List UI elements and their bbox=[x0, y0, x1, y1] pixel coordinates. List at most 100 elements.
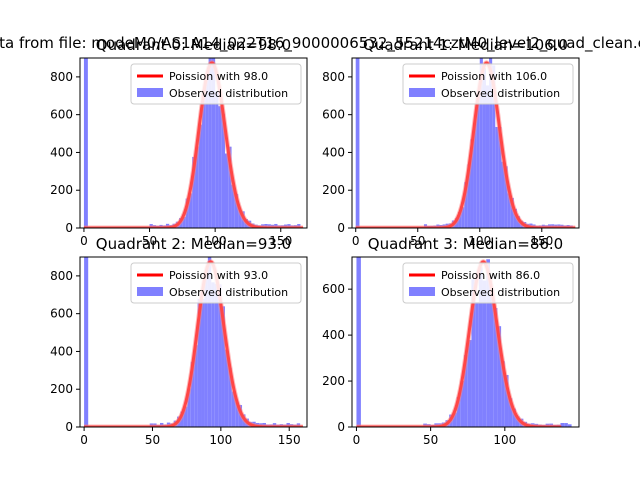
legend-hist-swatch bbox=[137, 88, 163, 97]
hist-bar bbox=[194, 345, 198, 427]
hist-bar bbox=[458, 211, 462, 228]
legend-hist-label: Observed distribution bbox=[441, 87, 560, 100]
axes-frame bbox=[351, 57, 580, 229]
hist-bar bbox=[467, 164, 471, 228]
hist-bar bbox=[493, 308, 498, 427]
hist-bar bbox=[201, 299, 205, 427]
hist-bar bbox=[221, 306, 225, 427]
hist-bar bbox=[495, 126, 499, 228]
hist-bar bbox=[207, 257, 212, 427]
hist-bar bbox=[504, 375, 509, 427]
hist-bar bbox=[205, 77, 209, 228]
hist-bar bbox=[471, 279, 476, 427]
legend-box bbox=[130, 63, 302, 105]
legend-hist-swatch bbox=[137, 287, 163, 296]
hist-bar bbox=[224, 153, 229, 228]
x-tick-label: 100 bbox=[468, 234, 491, 248]
x-tick-label: 150 bbox=[269, 234, 292, 248]
hist-bar bbox=[497, 326, 502, 427]
hist-bar bbox=[485, 85, 490, 228]
hist-bar bbox=[228, 146, 232, 228]
hist-bar bbox=[470, 139, 474, 228]
y-tick-label: 400 bbox=[50, 145, 73, 159]
x-tick-label: 0 bbox=[353, 433, 361, 447]
hist-bar bbox=[464, 182, 468, 228]
hist-bar bbox=[476, 94, 480, 228]
hist-bar-zero bbox=[84, 257, 89, 427]
hist-bar bbox=[456, 397, 461, 427]
legend-hist-label: Observed distribution bbox=[169, 286, 288, 299]
y-tick-label: 200 bbox=[50, 183, 73, 197]
y-tick-label: 0 bbox=[65, 420, 73, 434]
x-tick-label: 0 bbox=[352, 234, 360, 248]
hist-bar bbox=[197, 298, 202, 427]
axes-frame bbox=[79, 57, 308, 229]
x-tick-label: 150 bbox=[278, 433, 301, 447]
y-tick-label: 800 bbox=[50, 269, 73, 283]
hist-bar bbox=[235, 401, 239, 427]
hist-bar bbox=[183, 406, 188, 427]
legend-hist-label: Observed distribution bbox=[169, 87, 288, 100]
x-tick-label: 0 bbox=[80, 433, 88, 447]
hist-bar bbox=[564, 423, 568, 427]
y-tick-label: 600 bbox=[322, 282, 345, 296]
hist-bar bbox=[185, 198, 189, 228]
hist-bar bbox=[214, 283, 219, 427]
legend-fit-label: Poission with 86.0 bbox=[441, 269, 540, 282]
hist-bar bbox=[492, 65, 496, 228]
legend-fit-label: Poission with 106.0 bbox=[441, 70, 547, 83]
y-tick-label: 400 bbox=[322, 145, 345, 159]
y-tick-label: 400 bbox=[322, 328, 345, 342]
hist-bar bbox=[467, 340, 472, 427]
hist-bar bbox=[464, 355, 468, 427]
plot-area bbox=[356, 257, 572, 427]
x-tick-label: 100 bbox=[209, 433, 232, 447]
figure-suptitle: Data from file: modeM0/AS1A14_022T16_900… bbox=[0, 34, 640, 53]
legend-box bbox=[402, 63, 574, 105]
x-tick-label: 0 bbox=[80, 234, 88, 248]
hist-bar bbox=[188, 193, 193, 228]
y-tick-label: 0 bbox=[65, 221, 73, 235]
hist-bar bbox=[182, 216, 186, 228]
legend-box bbox=[130, 262, 302, 304]
hist-bar bbox=[501, 161, 505, 228]
axes-frame bbox=[351, 256, 580, 428]
hist-bar bbox=[498, 126, 502, 228]
hist-bar bbox=[211, 58, 216, 228]
legend-fit-label: Poission with 93.0 bbox=[169, 269, 268, 282]
hist-bar bbox=[228, 367, 232, 427]
legend-hist-label: Observed distribution bbox=[441, 286, 560, 299]
hist-bar bbox=[211, 282, 215, 427]
panel-title: Quadrant 0: Median=98.0 bbox=[96, 36, 291, 54]
y-tick-label: 600 bbox=[50, 307, 73, 321]
hist-bar bbox=[501, 361, 505, 427]
hist-bar bbox=[234, 193, 239, 228]
x-tick-label: 50 bbox=[145, 433, 160, 447]
hist-bar bbox=[221, 113, 225, 228]
y-tick-label: 800 bbox=[322, 70, 345, 84]
hist-bar bbox=[489, 289, 494, 427]
y-tick-label: 200 bbox=[50, 382, 73, 396]
hist-bar bbox=[231, 391, 236, 427]
y-tick-label: 600 bbox=[50, 108, 73, 122]
chart-panel-1: 0 50 100 150 0 200 400 600 800 Quadrant 1: Median… bbox=[322, 36, 580, 248]
legend-fit-label: Poission with 98.0 bbox=[169, 70, 268, 83]
hist-bar bbox=[461, 207, 465, 228]
hist-bar bbox=[482, 280, 487, 427]
hist-bar bbox=[187, 388, 191, 427]
hist-bar bbox=[192, 156, 196, 228]
hist-bar bbox=[238, 208, 242, 228]
hist-bar bbox=[567, 424, 572, 427]
chart-panel-3: 0 50 100 0 200 400 600 Quadrant 3: Median=86.0 P… bbox=[322, 235, 580, 447]
panel-title: Quadrant 2: Median=93.0 bbox=[96, 235, 291, 253]
hist-bar bbox=[218, 284, 222, 427]
hist-bar bbox=[508, 398, 513, 427]
hist-bar bbox=[475, 302, 479, 427]
hist-bar bbox=[202, 89, 206, 228]
hist-bar bbox=[231, 184, 235, 228]
hist-bar bbox=[208, 58, 212, 228]
y-tick-label: 200 bbox=[322, 183, 345, 197]
y-tick-label: 800 bbox=[50, 70, 73, 84]
x-tick-label: 100 bbox=[493, 433, 516, 447]
